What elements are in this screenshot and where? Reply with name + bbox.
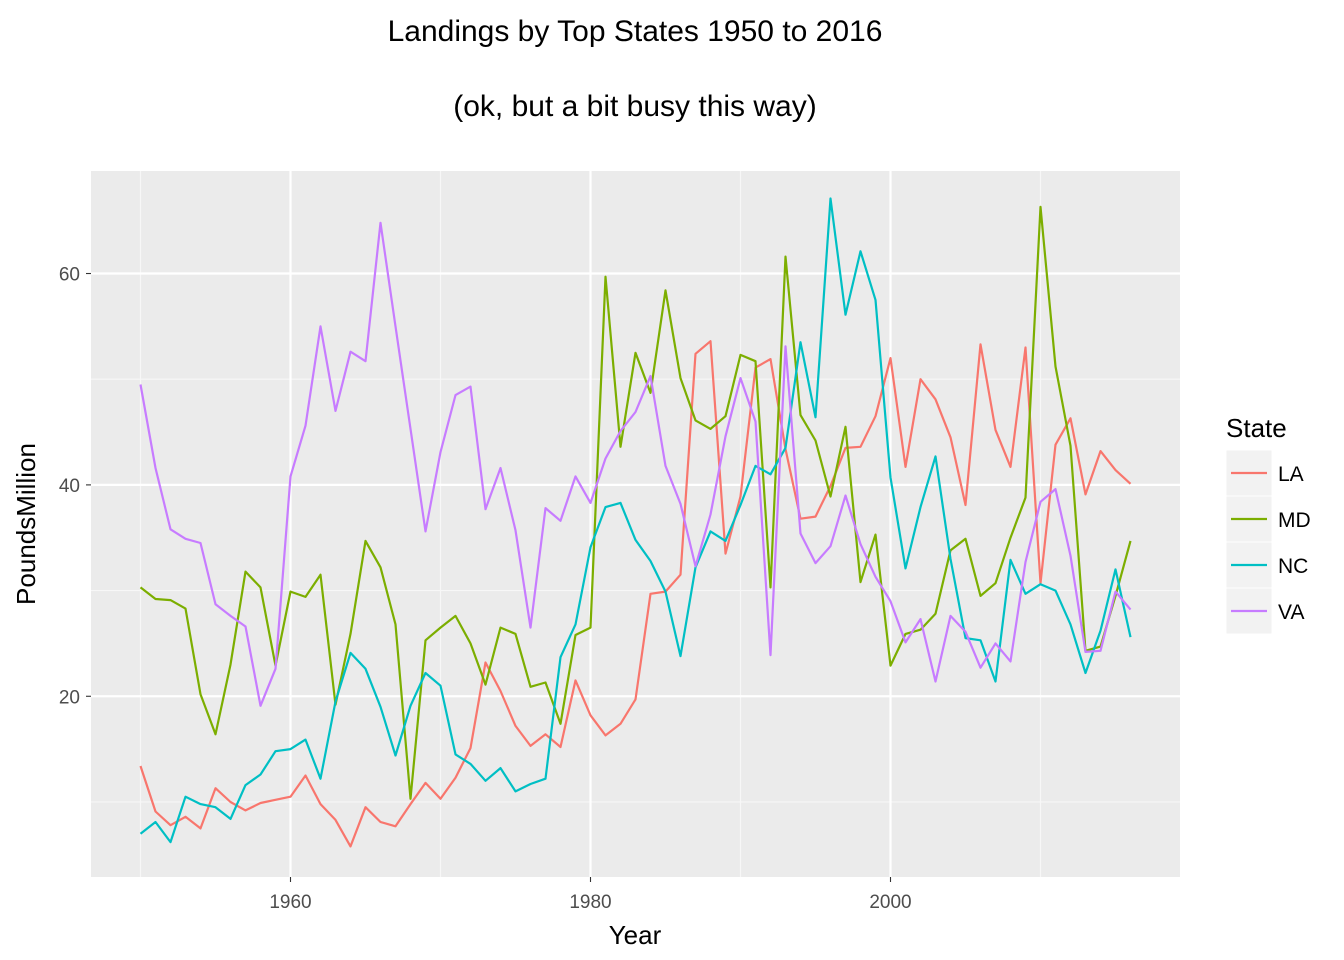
series-lines	[139, 197, 1132, 848]
y-tick-label: 20	[59, 687, 80, 708]
legend-title: State	[1226, 413, 1287, 443]
series-line-nc	[139, 197, 1132, 844]
legend-label: VA	[1278, 601, 1304, 624]
series-line-md	[139, 205, 1132, 800]
chart-title: Landings by Top States 1950 to 2016	[388, 15, 883, 48]
x-axis-ticks: 1960 1980 2000	[269, 877, 912, 913]
series-line-la	[139, 340, 1132, 848]
x-axis-title: Year	[609, 920, 662, 950]
minor-gridlines	[91, 171, 1180, 877]
x-tick-label: 1980	[569, 892, 611, 913]
series-line-va	[139, 221, 1132, 707]
plot-panel	[91, 171, 1180, 877]
legend-item-va: VA	[1225, 587, 1304, 635]
legend: State LA MD NC VA	[1225, 413, 1311, 635]
x-tick-label: 2000	[869, 892, 911, 913]
y-axis-ticks: 20 40 60	[59, 265, 91, 708]
legend-item-la: LA	[1225, 449, 1304, 497]
y-axis-title: PoundsMillion	[11, 443, 41, 605]
legend-item-nc: NC	[1225, 541, 1308, 589]
legend-label: LA	[1278, 463, 1304, 486]
x-tick-label: 1960	[269, 892, 311, 913]
legend-item-md: MD	[1225, 495, 1311, 543]
legend-label: MD	[1278, 509, 1311, 532]
chart-subtitle: (ok, but a bit busy this way)	[453, 90, 817, 123]
y-tick-label: 40	[59, 476, 80, 497]
legend-label: NC	[1278, 555, 1308, 578]
y-tick-label: 60	[59, 265, 80, 286]
